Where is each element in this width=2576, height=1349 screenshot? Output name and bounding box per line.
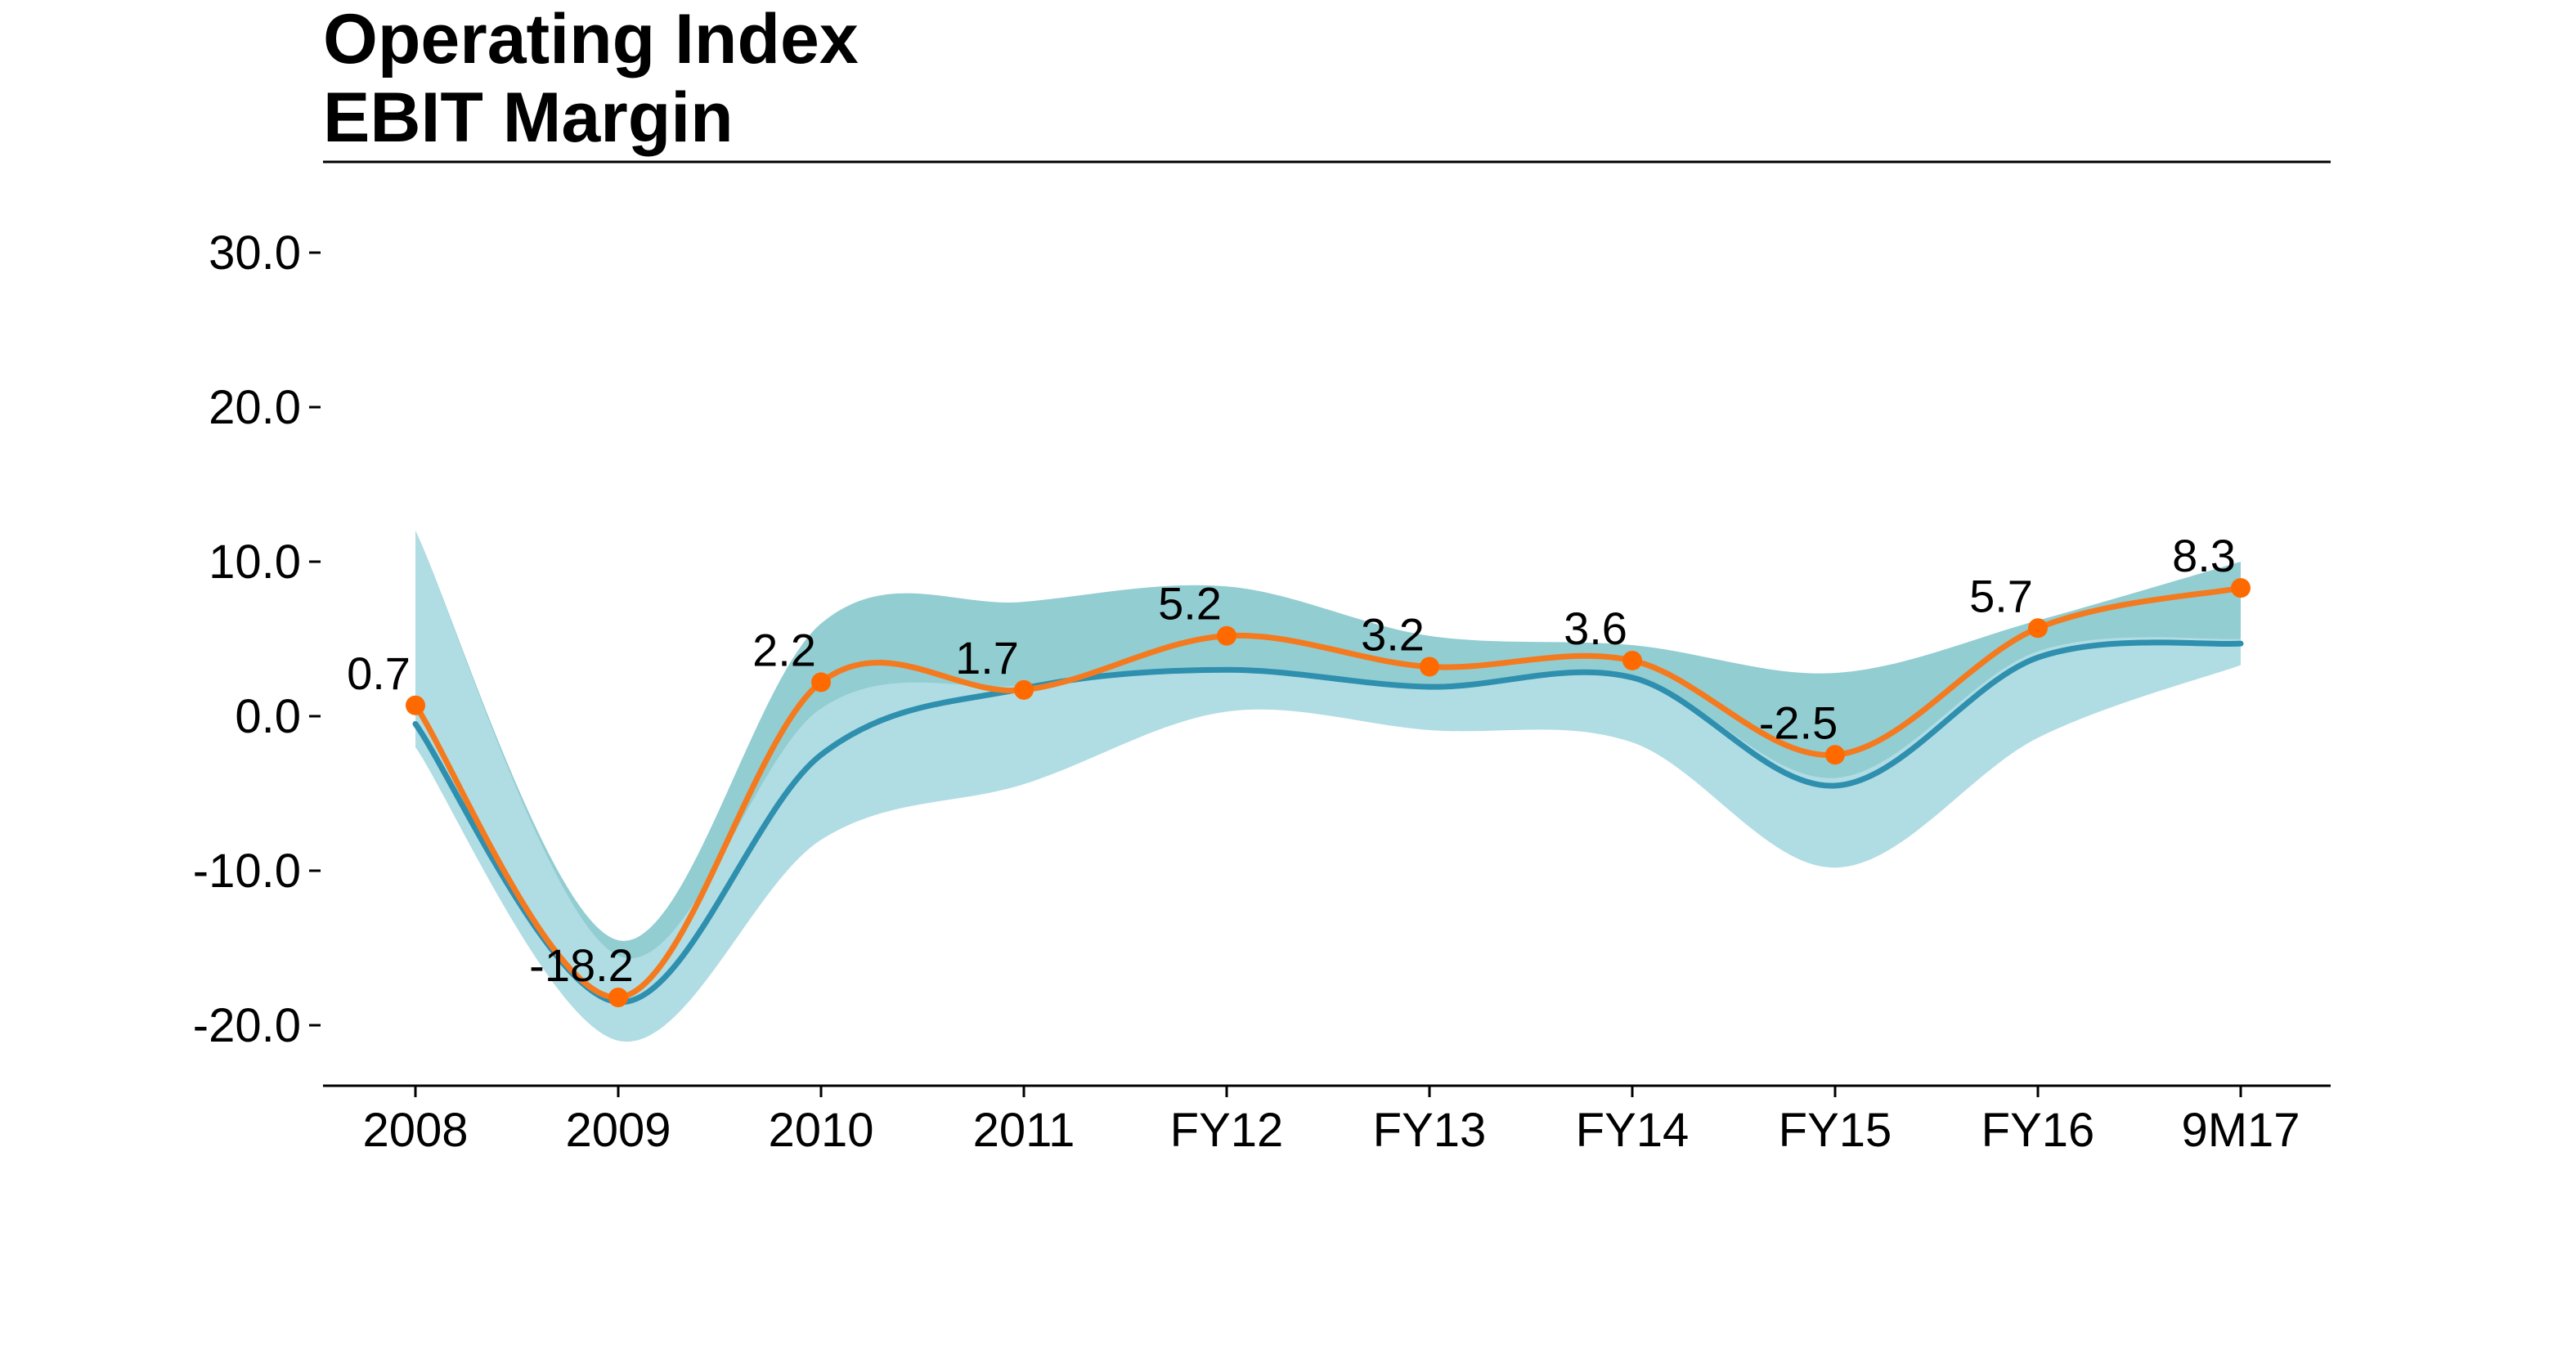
data-point [608, 987, 628, 1007]
band-1 [415, 531, 2241, 1029]
chart-title: Operating Index EBIT Margin [323, 0, 2331, 157]
x-tick-label: FY12 [1170, 1104, 1284, 1157]
y-tick-label: 10.0 [209, 536, 301, 589]
data-label: 3.6 [1564, 603, 1627, 654]
data-point [1217, 625, 1236, 646]
data-point [811, 672, 831, 692]
series-lines [412, 585, 2244, 1006]
chart-title-line-2: EBIT Margin [323, 78, 734, 157]
data-label: 3.2 [1361, 609, 1425, 661]
x-tick-label: 9M17 [2181, 1104, 2300, 1157]
data-label: 5.2 [1158, 578, 1222, 630]
data-points [406, 578, 2251, 1007]
data-label: 2.2 [752, 624, 816, 675]
x-tick-label: FY13 [1373, 1104, 1487, 1157]
data-point [2231, 578, 2251, 598]
x-tick-label: FY15 [1779, 1104, 1892, 1157]
series-line-1 [412, 585, 2244, 1001]
x-tick-label: 2010 [768, 1104, 873, 1157]
data-label: -2.5 [1759, 697, 1838, 748]
data-point [1014, 679, 1034, 700]
confidence-bands [415, 531, 2241, 1042]
band-2 [415, 531, 2241, 1042]
y-axis: 30.0 20.0 10.0 0.0 -10.0 -20.0 [193, 226, 321, 1052]
x-axis: 2008 2009 2010 2011 FY12 FY13 FY14 FY15 FY16 9M17 [323, 1084, 2331, 1157]
data-point [1825, 745, 1845, 765]
chart-title-line-1: Operating Index [323, 0, 859, 78]
data-labels: 0.7 -18.2 2.2 1.7 5.2 3.2 3.6 -2.5 5.7 8.3 [347, 530, 2236, 991]
data-label: 8.3 [2172, 530, 2236, 581]
data-label: -18.2 [529, 939, 634, 991]
y-tick-label: -20.0 [193, 999, 301, 1052]
data-point [1622, 650, 1642, 670]
x-tick-label: FY16 [1981, 1104, 2095, 1157]
data-label: 5.7 [1969, 570, 2033, 621]
x-tick-label: 2009 [565, 1104, 671, 1157]
data-point [406, 695, 425, 715]
data-label: 1.7 [955, 632, 1019, 683]
data-point [1420, 657, 1439, 677]
y-tick-label: 0.0 [235, 690, 301, 743]
x-tick-label: 2011 [973, 1104, 1075, 1157]
y-tick-label: 30.0 [209, 226, 301, 280]
data-label: 0.7 [347, 648, 411, 699]
series-line-2 [412, 639, 2244, 1006]
x-tick-label: 2008 [362, 1104, 468, 1157]
x-tick-label: FY14 [1576, 1104, 1690, 1157]
y-tick-label: -10.0 [193, 845, 301, 898]
data-point [2028, 618, 2048, 639]
y-tick-label: 20.0 [209, 381, 301, 434]
